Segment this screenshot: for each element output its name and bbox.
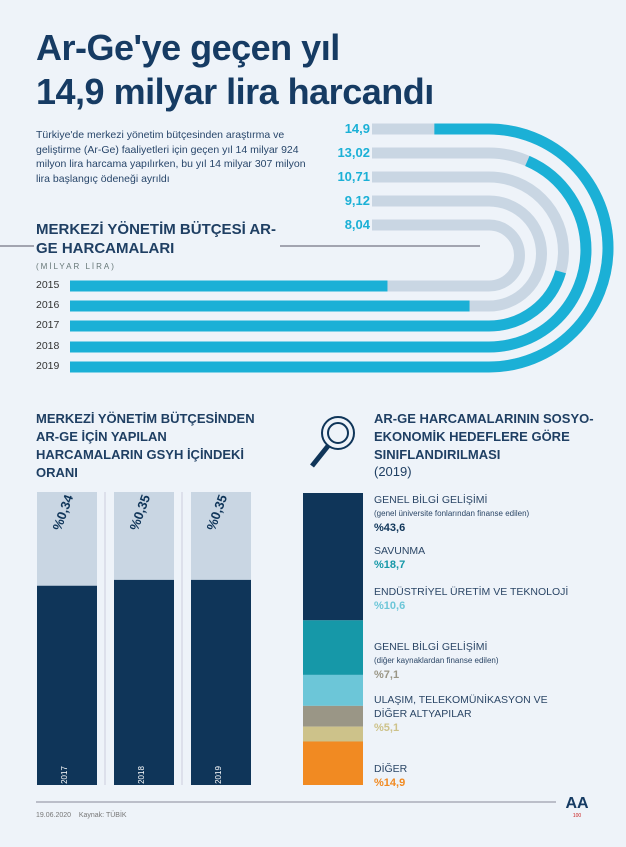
bar-2017	[70, 171, 569, 332]
gear-magnifier-icon	[310, 416, 355, 468]
page-title: Ar-Ge'ye geçen yıl 14,9 milyar lira harca…	[36, 26, 434, 114]
legend-name: ENDÜSTRİYEL ÜRETİM VE TEKNOLOJİ	[374, 586, 569, 598]
legend-value: %43,6	[374, 522, 406, 534]
legend-value: %5,1	[374, 722, 400, 734]
segment-2	[303, 674, 363, 706]
legend-value: %7,1	[374, 669, 400, 681]
chart1-subtitle: (MİLYAR LİRA)	[36, 262, 116, 271]
gsyh-year: 2017	[60, 766, 69, 784]
title-line-2: 14,9 milyar lira harcandı	[36, 71, 434, 112]
footer: 19.06.2020 Kaynak: TÜBİK	[36, 812, 127, 819]
value-label: 9,12	[344, 193, 370, 208]
chart3-subtitle: (2019)	[374, 464, 412, 479]
legend-name: GENEL BİLGİ GELİŞİMİ	[374, 494, 488, 506]
legend-item: DİĞER %14,9	[374, 762, 574, 790]
chart3-title: AR-GE HARCAMALARININ SOSYO-EKONOMİK HEDE…	[374, 411, 594, 462]
legend-name: DİĞER	[374, 763, 408, 775]
gsyh-bar-2018	[114, 579, 174, 785]
legend-value: %10,6	[374, 600, 406, 612]
value-label: 8,04	[344, 217, 370, 232]
legend-name: SAVUNMA	[374, 545, 426, 557]
year-label: 2016	[36, 299, 60, 311]
track-2015	[70, 219, 525, 292]
track-2016	[70, 195, 547, 312]
legend-value: %18,7	[374, 559, 406, 571]
gsyh-year: 2018	[137, 766, 146, 784]
year-label: 2019	[36, 360, 60, 372]
legend-name: GENEL BİLGİ GELİŞİMİ	[374, 641, 488, 653]
bar-2018	[70, 147, 592, 353]
segment-4	[303, 726, 363, 742]
footer-date: 19.06.2020	[36, 812, 72, 819]
segment-1	[303, 620, 363, 675]
legend-note: (diğer kaynaklardan finanse edilen)	[374, 656, 499, 665]
value-label: 10,71	[337, 169, 370, 184]
legend-item: SAVUNMA %18,7	[374, 544, 574, 572]
value-label: 14,9	[344, 121, 370, 136]
legend-item: ULAŞIM, TELEKOMÜNİKASYON VE DİĞER ALTYAP…	[374, 693, 574, 735]
legend-item: GENEL BİLGİ GELİŞİMİ (genel üniversite fo…	[374, 493, 574, 535]
value-label: 13,02	[337, 145, 370, 160]
year-label: 2015	[36, 279, 60, 291]
year-label: 2017	[36, 319, 60, 331]
segment-0	[303, 493, 363, 621]
intro-text: Türkiye'de merkezi yönetim bütçesinden a…	[36, 129, 306, 185]
legend-item: GENEL BİLGİ GELİŞİMİ (diğer kaynaklardan …	[374, 640, 574, 682]
segment-3	[303, 705, 363, 727]
legend-name: ULAŞIM, TELEKOMÜNİKASYON VE DİĞER ALTYAP…	[374, 694, 548, 720]
aa-logo: AA 100	[565, 795, 589, 819]
legend-note: (genel üniversite fonlarından finanse ed…	[374, 509, 530, 518]
gsyh-bar-2019	[191, 579, 251, 785]
gsyh-year: 2019	[214, 766, 223, 784]
bar-2019	[70, 123, 614, 373]
chart1-title: MERKEZİ YÖNETİM BÜTÇESİ AR-GE HARCAMALAR…	[36, 221, 277, 257]
legend-item: ENDÜSTRİYEL ÜRETİM VE TEKNOLOJİ %10,6	[374, 585, 574, 613]
footer-source: Kaynak: TÜBİK	[78, 812, 127, 819]
legend-value: %14,9	[374, 777, 406, 789]
gsyh-bar-2017	[37, 585, 97, 785]
year-label: 2018	[36, 340, 60, 352]
title-line-1: Ar-Ge'ye geçen yıl	[36, 27, 340, 68]
segment-5	[303, 741, 363, 785]
chart2-title: MERKEZİ YÖNETİM BÜTÇESİNDEN AR-GE İÇİN Y…	[36, 411, 255, 480]
